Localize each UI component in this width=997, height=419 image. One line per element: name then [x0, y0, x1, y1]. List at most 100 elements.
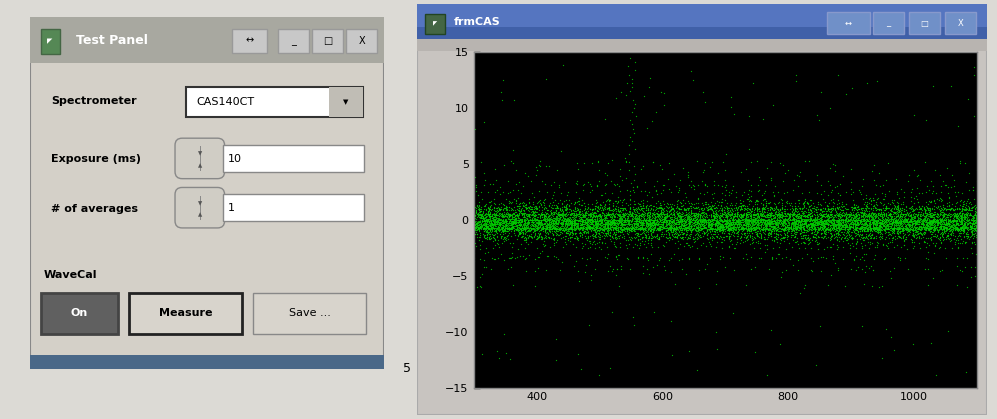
Point: [789, 209, 805, 216]
Point: [795, 218, 811, 225]
Point: [633, 187, 649, 194]
Point: [867, 210, 883, 216]
Point: [668, 215, 684, 222]
Point: [558, 218, 574, 225]
Point: [499, 233, 515, 240]
Point: [866, 220, 882, 227]
Point: [588, 226, 604, 233]
Point: [936, 217, 952, 223]
Point: [683, 208, 699, 215]
Point: [662, 222, 678, 229]
Point: [748, 218, 764, 225]
Point: [651, 227, 667, 234]
Point: [635, 226, 651, 233]
Point: [588, 222, 604, 229]
Point: [651, 235, 667, 241]
Point: [732, 211, 748, 217]
Point: [720, 224, 736, 230]
Point: [745, 216, 761, 223]
Point: [544, 231, 560, 238]
Point: [566, 235, 582, 242]
Point: [524, 228, 540, 235]
Point: [863, 225, 879, 232]
Point: [691, 223, 707, 230]
Point: [489, 222, 504, 229]
Point: [689, 219, 705, 226]
Point: [867, 228, 883, 235]
Point: [553, 212, 569, 219]
Point: [945, 217, 961, 224]
Point: [864, 195, 880, 202]
Point: [734, 206, 750, 212]
Point: [765, 205, 781, 212]
Point: [776, 226, 792, 233]
Point: [956, 228, 972, 235]
Point: [539, 225, 555, 232]
Point: [520, 218, 536, 225]
Point: [561, 216, 577, 222]
Point: [520, 218, 536, 225]
Point: [558, 212, 574, 219]
Point: [778, 226, 794, 233]
Point: [588, 229, 604, 235]
Point: [492, 221, 507, 228]
Point: [489, 211, 504, 218]
Point: [547, 220, 563, 227]
Point: [660, 227, 676, 233]
Point: [557, 233, 573, 239]
Point: [900, 218, 916, 225]
Point: [568, 222, 584, 229]
Point: [905, 231, 921, 238]
Point: [927, 232, 943, 239]
Point: [668, 222, 684, 229]
Point: [715, 224, 731, 230]
Point: [629, 214, 645, 220]
Point: [562, 219, 578, 225]
Point: [554, 214, 570, 220]
Point: [716, 206, 732, 213]
Point: [639, 220, 655, 226]
Point: [701, 221, 717, 228]
Point: [917, 222, 933, 228]
Point: [742, 228, 758, 235]
Point: [955, 238, 971, 244]
Point: [631, 205, 647, 212]
Point: [762, 210, 778, 217]
Point: [749, 221, 765, 228]
Point: [793, 225, 809, 232]
Point: [504, 225, 520, 232]
Point: [790, 217, 806, 223]
Point: [945, 225, 961, 231]
Point: [510, 222, 526, 229]
Point: [704, 217, 720, 224]
Point: [723, 200, 739, 207]
Point: [909, 227, 925, 234]
Point: [609, 222, 625, 229]
Point: [930, 229, 946, 236]
Point: [852, 213, 868, 220]
Point: [730, 204, 746, 211]
Point: [639, 210, 655, 217]
Point: [862, 195, 878, 202]
Point: [615, 213, 631, 220]
Point: [920, 225, 936, 231]
Point: [921, 228, 937, 234]
Point: [471, 223, 487, 230]
Point: [689, 224, 705, 231]
Point: [743, 225, 759, 232]
Point: [666, 221, 682, 228]
Point: [748, 222, 764, 229]
Point: [499, 226, 515, 233]
Point: [735, 227, 751, 233]
Point: [896, 226, 912, 233]
Point: [614, 220, 630, 227]
Point: [637, 217, 653, 223]
Point: [876, 212, 892, 219]
Point: [657, 222, 673, 229]
Point: [582, 218, 598, 225]
Point: [548, 210, 564, 217]
Point: [736, 222, 752, 229]
Point: [503, 220, 519, 227]
Point: [713, 222, 729, 229]
Point: [888, 226, 904, 233]
